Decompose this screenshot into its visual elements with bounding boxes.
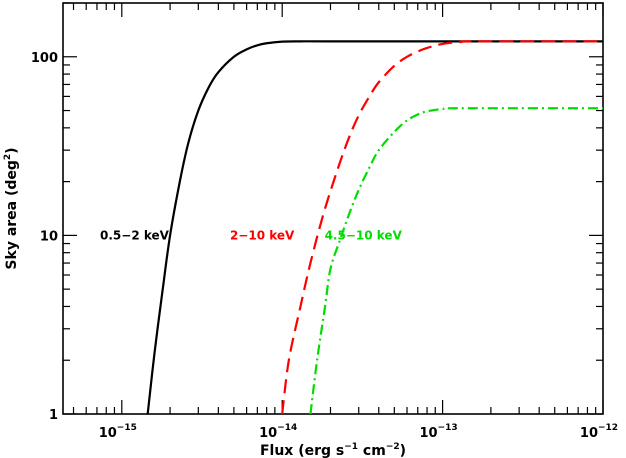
x-axis-title: Flux (erg s−1 cm−2) [260, 442, 406, 458]
x-tick-labels: 10−15 10−14 10−13 10−12 [99, 423, 618, 441]
x-tick-base: 10 [420, 426, 438, 441]
y-axis-title-main: Sky area (deg [4, 160, 20, 270]
y-tick-labels: 1 10 100 [31, 51, 58, 423]
y-axis-title: Sky area (deg2) [3, 147, 20, 269]
x-axis-title-exp2: −2 [386, 442, 400, 452]
y-tick-label: 100 [31, 51, 58, 66]
x-tick-label: 10−14 [259, 423, 297, 441]
series-label-2-10-kev: 2−10 keV [230, 228, 295, 242]
series-line-0-5-2-kev [146, 40, 603, 415]
y-tick-label: 1 [49, 408, 58, 423]
axis-ticks [63, 2, 604, 415]
x-tick-label: 10−15 [99, 423, 137, 441]
plot-frame [62, 2, 604, 415]
y-tick-label: 10 [40, 229, 58, 244]
x-axis-title-end: ) [400, 443, 406, 458]
y-axis-title-exp: 2 [3, 154, 13, 160]
y-axis-title-end: ) [4, 147, 20, 153]
x-tick-label: 10−13 [420, 423, 458, 441]
series-label-0-5-2-kev: 0.5−2 keV [100, 228, 170, 242]
series-line-2-10-kev [281, 40, 604, 415]
x-tick-exponent: −14 [277, 423, 297, 433]
series-labels: 0.5−2 keV 2−10 keV 4.5−10 keV [100, 228, 403, 242]
x-tick-base: 10 [99, 426, 117, 441]
x-tick-exponent: −12 [598, 423, 618, 433]
x-tick-label: 10−12 [580, 423, 618, 441]
x-axis-title-mid: cm [358, 443, 386, 458]
x-tick-base: 10 [580, 426, 598, 441]
x-tick-exponent: −13 [438, 423, 458, 433]
x-axis-title-exp1: −1 [344, 442, 358, 452]
x-tick-base: 10 [259, 426, 277, 441]
x-axis-title-main: Flux (erg s [260, 443, 344, 458]
series-curves [146, 40, 604, 415]
series-label-4-5-10-kev: 4.5−10 keV [325, 228, 403, 242]
x-tick-exponent: −15 [117, 423, 137, 433]
series-line-4-5-10-kev [309, 107, 604, 415]
